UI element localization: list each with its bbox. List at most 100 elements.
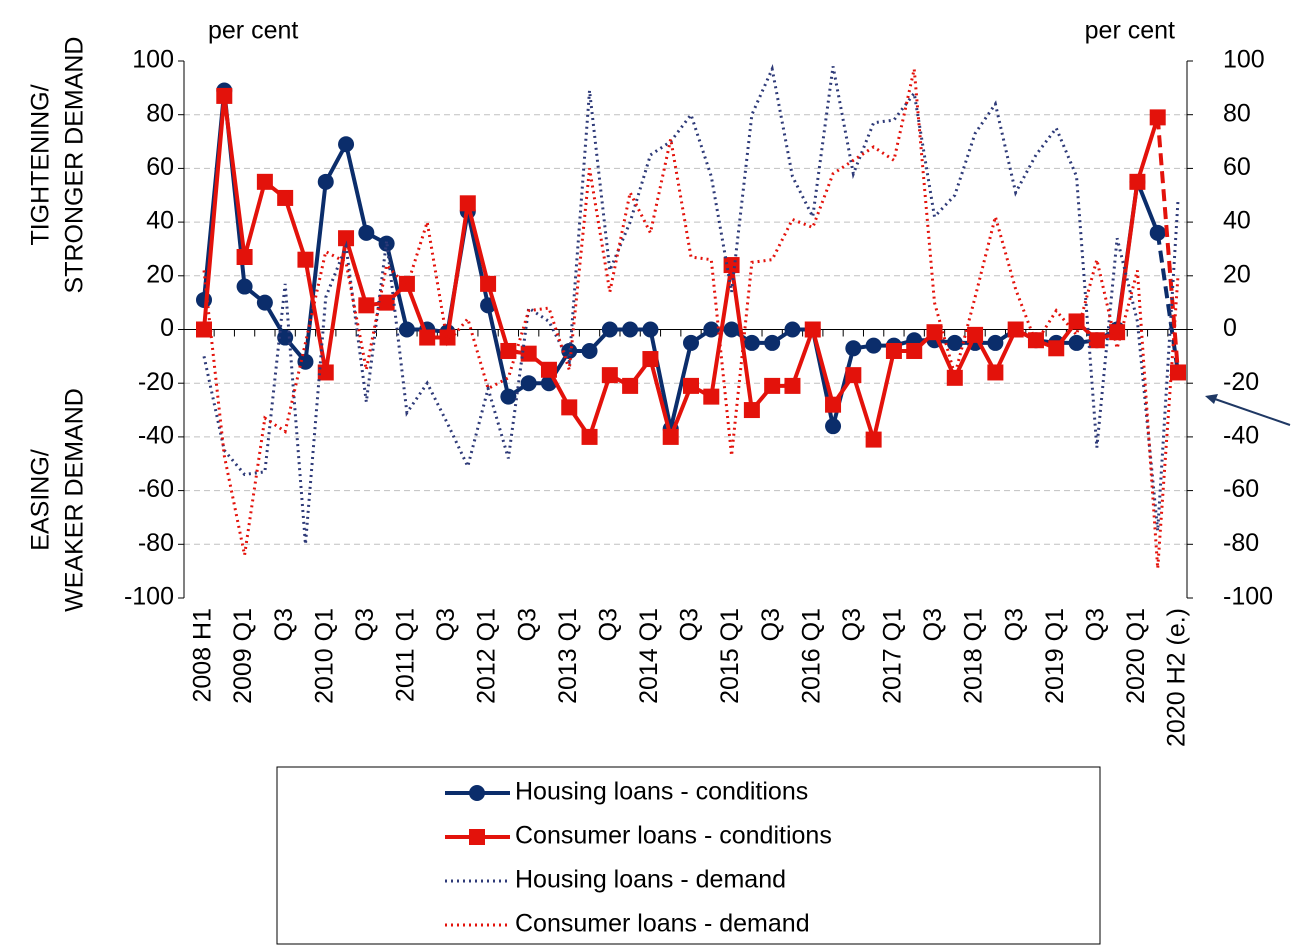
marker bbox=[338, 230, 355, 247]
marker bbox=[1068, 313, 1085, 330]
legend-label: Housing loans - conditions bbox=[515, 778, 808, 806]
marker bbox=[865, 431, 882, 448]
y-tick-label: -20 bbox=[138, 368, 174, 396]
marker bbox=[764, 377, 781, 394]
marker bbox=[378, 294, 395, 311]
x-tick-label: 2012 Q1 bbox=[473, 608, 501, 704]
y-label-bottom: EASING/ bbox=[27, 449, 55, 550]
y2-tick-label: 0 bbox=[1223, 314, 1237, 342]
marker bbox=[520, 375, 537, 392]
x-tick-label: 2018 Q1 bbox=[960, 608, 988, 704]
x-tick-group: 2008 H1 bbox=[189, 608, 217, 703]
x-tick-group: Q3 bbox=[757, 608, 785, 641]
y-tick-label: 40 bbox=[146, 207, 174, 235]
marker bbox=[601, 367, 618, 384]
x-tick-label: Q3 bbox=[270, 608, 298, 641]
marker bbox=[297, 353, 314, 370]
marker bbox=[378, 235, 395, 252]
marker bbox=[358, 224, 375, 241]
x-tick-group: 2020 Q1 bbox=[1122, 608, 1150, 704]
y-tick-label: 20 bbox=[146, 260, 174, 288]
marker bbox=[1170, 364, 1186, 381]
y-tick-label: -80 bbox=[138, 529, 174, 557]
marker bbox=[601, 321, 618, 338]
marker bbox=[500, 342, 517, 359]
marker bbox=[683, 377, 699, 394]
marker bbox=[885, 342, 902, 359]
marker bbox=[317, 173, 334, 190]
marker bbox=[987, 364, 1004, 381]
y-label-top: TIGHTENING/ bbox=[27, 84, 55, 245]
x-tick-label: 2017 Q1 bbox=[879, 608, 907, 704]
marker bbox=[561, 342, 578, 359]
line-estimate bbox=[1155, 232, 1180, 373]
x-tick-group: Q3 bbox=[432, 608, 460, 641]
marker bbox=[561, 399, 578, 416]
marker bbox=[297, 251, 314, 268]
x-tick-label: 2020 Q1 bbox=[1122, 608, 1150, 704]
x-tick-group: 2010 Q1 bbox=[310, 608, 338, 704]
x-tick-group: Q3 bbox=[838, 608, 866, 641]
x-tick-group: 2019 Q1 bbox=[1041, 608, 1069, 704]
x-tick-label: Q3 bbox=[1000, 608, 1028, 641]
marker bbox=[784, 377, 801, 394]
y-tick-label: 100 bbox=[132, 46, 174, 74]
marker bbox=[317, 364, 334, 381]
y2-tick-label: -100 bbox=[1223, 583, 1273, 611]
x-tick-group: 2011 Q1 bbox=[392, 608, 420, 702]
legend-label: Consumer loans - demand bbox=[515, 910, 810, 938]
marker bbox=[256, 173, 273, 190]
legend-marker bbox=[469, 829, 485, 845]
x-tick-group: 2015 Q1 bbox=[716, 608, 744, 704]
marker bbox=[723, 321, 740, 338]
x-tick-group: Q3 bbox=[594, 608, 622, 641]
x-tick-label: Q3 bbox=[513, 608, 541, 641]
marker bbox=[1109, 324, 1126, 341]
x-tick-label: 2015 Q1 bbox=[716, 608, 744, 704]
x-tick-group: 2020 H2 (e.) bbox=[1163, 608, 1191, 747]
marker bbox=[946, 334, 963, 351]
x-tick-group: Q3 bbox=[676, 608, 704, 641]
y2-tick-label: 80 bbox=[1223, 99, 1251, 127]
marker bbox=[804, 321, 821, 338]
marker bbox=[845, 367, 862, 384]
x-tick-label: 2014 Q1 bbox=[635, 608, 663, 704]
x-tick-group: 2012 Q1 bbox=[473, 608, 501, 704]
y2-tick-label: -80 bbox=[1223, 529, 1259, 557]
y-tick-label: 0 bbox=[160, 314, 174, 342]
x-tick-label: 2016 Q1 bbox=[797, 608, 825, 704]
legend-label: Consumer loans - conditions bbox=[515, 822, 832, 850]
y2-tick-label: 60 bbox=[1223, 153, 1251, 181]
y2-tick-label: 40 bbox=[1223, 207, 1251, 235]
marker bbox=[277, 189, 294, 206]
marker bbox=[358, 297, 375, 314]
annotation-arrowhead bbox=[1205, 394, 1218, 404]
marker bbox=[1007, 321, 1024, 338]
marker bbox=[1149, 224, 1166, 241]
marker bbox=[1149, 109, 1166, 126]
y2-tick-label: -20 bbox=[1223, 368, 1259, 396]
x-tick-label: 2013 Q1 bbox=[554, 608, 582, 704]
x-tick-label: 2009 Q1 bbox=[229, 608, 257, 704]
y-tick-label: -100 bbox=[124, 583, 174, 611]
marker bbox=[622, 377, 639, 394]
x-tick-label: 2020 H2 (e.) bbox=[1163, 608, 1191, 747]
x-tick-label: Q3 bbox=[838, 608, 866, 641]
marker bbox=[581, 342, 598, 359]
marker bbox=[1068, 334, 1085, 351]
x-tick-group: 2014 Q1 bbox=[635, 608, 663, 704]
marker bbox=[1129, 173, 1146, 190]
annotation-arrow bbox=[1211, 397, 1291, 426]
y-tick-label: 80 bbox=[146, 99, 174, 127]
marker bbox=[642, 321, 659, 338]
y2-tick-label: 100 bbox=[1223, 46, 1265, 74]
marker bbox=[216, 87, 233, 104]
marker bbox=[784, 321, 801, 338]
marker bbox=[581, 428, 598, 445]
x-tick-group: Q3 bbox=[919, 608, 947, 641]
marker bbox=[1088, 332, 1105, 349]
x-tick-group: 2018 Q1 bbox=[960, 608, 988, 704]
marker bbox=[683, 334, 699, 351]
marker bbox=[338, 136, 355, 153]
marker bbox=[1048, 340, 1065, 357]
